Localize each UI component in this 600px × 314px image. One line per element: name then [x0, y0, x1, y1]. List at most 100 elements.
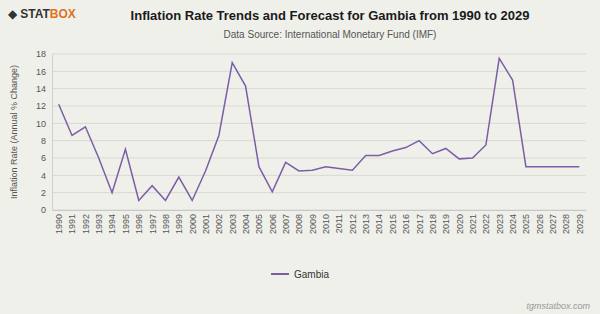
grid-line	[52, 88, 586, 89]
x-tick: 2026	[535, 210, 545, 234]
grid-line	[52, 140, 586, 141]
grid	[52, 54, 586, 210]
x-tick: 2012	[348, 210, 358, 234]
x-tick: 2019	[441, 210, 451, 234]
x-tick-label: 2011	[334, 214, 344, 233]
legend-item: Gambia	[271, 269, 329, 280]
x-tick: 2010	[321, 210, 331, 234]
grid-line	[52, 71, 586, 72]
x-tick-label: 1998	[161, 214, 171, 234]
x-tick-label: 2010	[321, 214, 331, 234]
x-tick-label: 2020	[455, 214, 465, 234]
x-tick-label: 2004	[241, 214, 251, 234]
x-tick-label: 2005	[254, 214, 264, 234]
x-tick-label: 2027	[548, 214, 558, 234]
chart-container: 0246810121416181990199119921993199419951…	[0, 0, 600, 314]
x-tick: 2015	[388, 210, 398, 234]
x-tick-label: 2003	[228, 214, 238, 234]
x-tick-label: 2016	[401, 214, 411, 234]
x-tick-label: 2014	[374, 214, 384, 234]
x-tick-label: 1997	[148, 214, 158, 234]
x-tick: 2024	[508, 210, 518, 234]
x-tick: 2001	[201, 210, 211, 234]
x-tick: 1993	[94, 210, 104, 234]
legend-label: Gambia	[294, 269, 329, 280]
y-tick: 12	[36, 101, 52, 111]
grid-line	[52, 106, 586, 107]
x-tick-label: 1994	[107, 214, 117, 234]
marks	[59, 58, 580, 200]
x-tick-label: 2021	[468, 214, 478, 234]
x-tick: 2013	[361, 210, 371, 234]
y-tick: 18	[36, 49, 52, 59]
x-tick: 2006	[268, 210, 278, 234]
y-axis-line	[52, 55, 53, 211]
y-tick: 4	[41, 171, 52, 181]
y-tick: 8	[41, 136, 52, 146]
x-tick: 1999	[174, 210, 184, 234]
x-tick-label: 2001	[201, 214, 211, 234]
x-tick-label: 2017	[415, 214, 425, 234]
y-tick-label: 18	[36, 49, 46, 59]
watermark: tgmstatbox.com	[526, 301, 590, 311]
background	[0, 0, 600, 314]
x-tick-label: 1993	[94, 214, 104, 234]
x-tick: 2002	[214, 210, 224, 234]
x-tick: 1997	[148, 210, 158, 234]
y-tick-label: 6	[41, 153, 46, 163]
grid-line	[52, 123, 586, 124]
x-tick-label: 2022	[481, 214, 491, 234]
x-tick-label: 2019	[441, 214, 451, 234]
x-tick: 2004	[241, 210, 251, 234]
x-tick: 2029	[575, 210, 585, 234]
x-tick: 2017	[415, 210, 425, 234]
x-tick-label: 1991	[67, 214, 77, 234]
x-tick: 2028	[561, 210, 571, 234]
x-tick: 2009	[308, 210, 318, 234]
x-tick-label: 2006	[268, 214, 278, 234]
y-tick-label: 4	[41, 171, 46, 181]
x-axis: 19901991 199219931994 19951996 199719981999…	[53, 210, 587, 234]
y-axis-title: Inflation Rate (Annual % Change)	[9, 65, 19, 199]
grid-line	[52, 158, 586, 159]
legend-swatch	[271, 273, 289, 275]
x-tick: 2016	[401, 210, 411, 234]
y-tick-label: 14	[36, 84, 46, 94]
x-tick: 2014	[374, 210, 384, 234]
x-tick-label: 2029	[575, 214, 585, 234]
x-tick: 2022	[481, 210, 491, 234]
x-tick-label: 1992	[81, 214, 91, 234]
x-tick: 2027	[548, 210, 558, 234]
x-tick: 2000	[188, 210, 198, 234]
title: Inflation Rate Trends and Forecast for G…	[131, 8, 530, 23]
x-tick-label: 2028	[561, 214, 571, 234]
x-tick: 1991	[67, 210, 77, 234]
x-tick-label: 2023	[495, 214, 505, 234]
grid-line	[52, 54, 586, 55]
x-tick-label: 2015	[388, 214, 398, 234]
x-tick-label: 1990	[54, 214, 64, 234]
grid-line	[52, 210, 586, 211]
y-tick-label: 2	[41, 188, 46, 198]
y-tick: 2	[41, 188, 52, 198]
y-tick: 10	[36, 119, 52, 129]
x-axis-line	[53, 210, 587, 211]
x-tick-label: 1996	[134, 214, 144, 234]
x-tick-label: 2008	[294, 214, 304, 234]
x-tick-label: 1995	[121, 214, 131, 234]
x-tick-label: 2018	[428, 214, 438, 234]
x-tick-label: 2007	[281, 214, 291, 234]
x-tick-label: 2024	[508, 214, 518, 234]
x-tick-label: 2026	[535, 214, 545, 234]
x-tick: 2005	[254, 210, 264, 234]
x-tick: 2007	[281, 210, 291, 234]
x-tick-label: 1999	[174, 214, 184, 234]
y-tick-label: 10	[36, 119, 46, 129]
y-axis: 024681012141618	[36, 49, 53, 215]
x-tick: 1998	[161, 210, 171, 234]
x-tick: 2020	[455, 210, 465, 234]
grid-line	[52, 192, 586, 193]
x-tick: 1992	[81, 210, 91, 234]
y-tick-label: 0	[41, 205, 46, 215]
plot-area: 0246810121416181990199119921993199419951…	[36, 49, 587, 234]
